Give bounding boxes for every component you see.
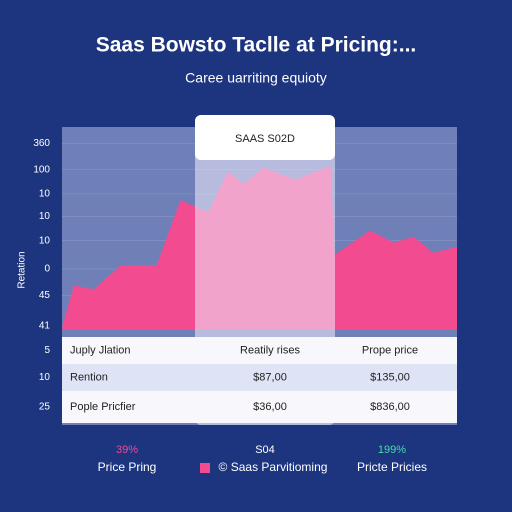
table-cell: $135,00	[370, 371, 410, 383]
table-cell: $87,00	[253, 371, 287, 383]
y-tick-label: 41	[39, 321, 51, 332]
footer-label: Prictе Pricies	[357, 460, 427, 474]
highlight-header	[195, 115, 335, 160]
table-cell: $36,00	[253, 401, 287, 413]
table-row	[62, 337, 457, 364]
row-label: 10	[39, 372, 51, 383]
y-tick-label: 360	[33, 138, 50, 149]
y-tick-label: 100	[33, 164, 50, 175]
table-cell: Reatily rises	[240, 344, 300, 356]
table-cell: Prope price	[362, 344, 418, 356]
footer-value: 199%	[378, 444, 406, 456]
y-tick-label: 45	[39, 290, 51, 301]
row-label: 5	[44, 345, 50, 356]
y-axis-label: Retation	[17, 251, 28, 288]
table-row	[62, 364, 457, 391]
footer-value: S04	[255, 444, 275, 456]
row-label: 25	[39, 402, 51, 413]
table-cell: Juply Jlation	[70, 344, 131, 356]
table-row	[62, 391, 457, 423]
footer-value: 39%	[116, 444, 138, 456]
y-tick-label: 10	[39, 235, 51, 246]
legend-swatch	[200, 463, 210, 473]
highlight-label: SAAS S02D	[235, 133, 295, 145]
table-cell: Pople Pricfier	[70, 401, 136, 413]
title: Saas Bowsto Taclle at Pricing:...	[96, 34, 417, 57]
footer-label: Price Pring	[98, 460, 157, 474]
y-tick-label: 10	[39, 211, 51, 222]
y-tick-label: 10	[39, 189, 51, 200]
table-cell: Rention	[70, 371, 108, 383]
table-cell: $836,00	[370, 401, 410, 413]
footer-label: © Saas Parvitioming	[219, 460, 328, 474]
subtitle: Carее uarriting equioty	[185, 70, 327, 86]
y-tick-label: 0	[44, 264, 50, 275]
